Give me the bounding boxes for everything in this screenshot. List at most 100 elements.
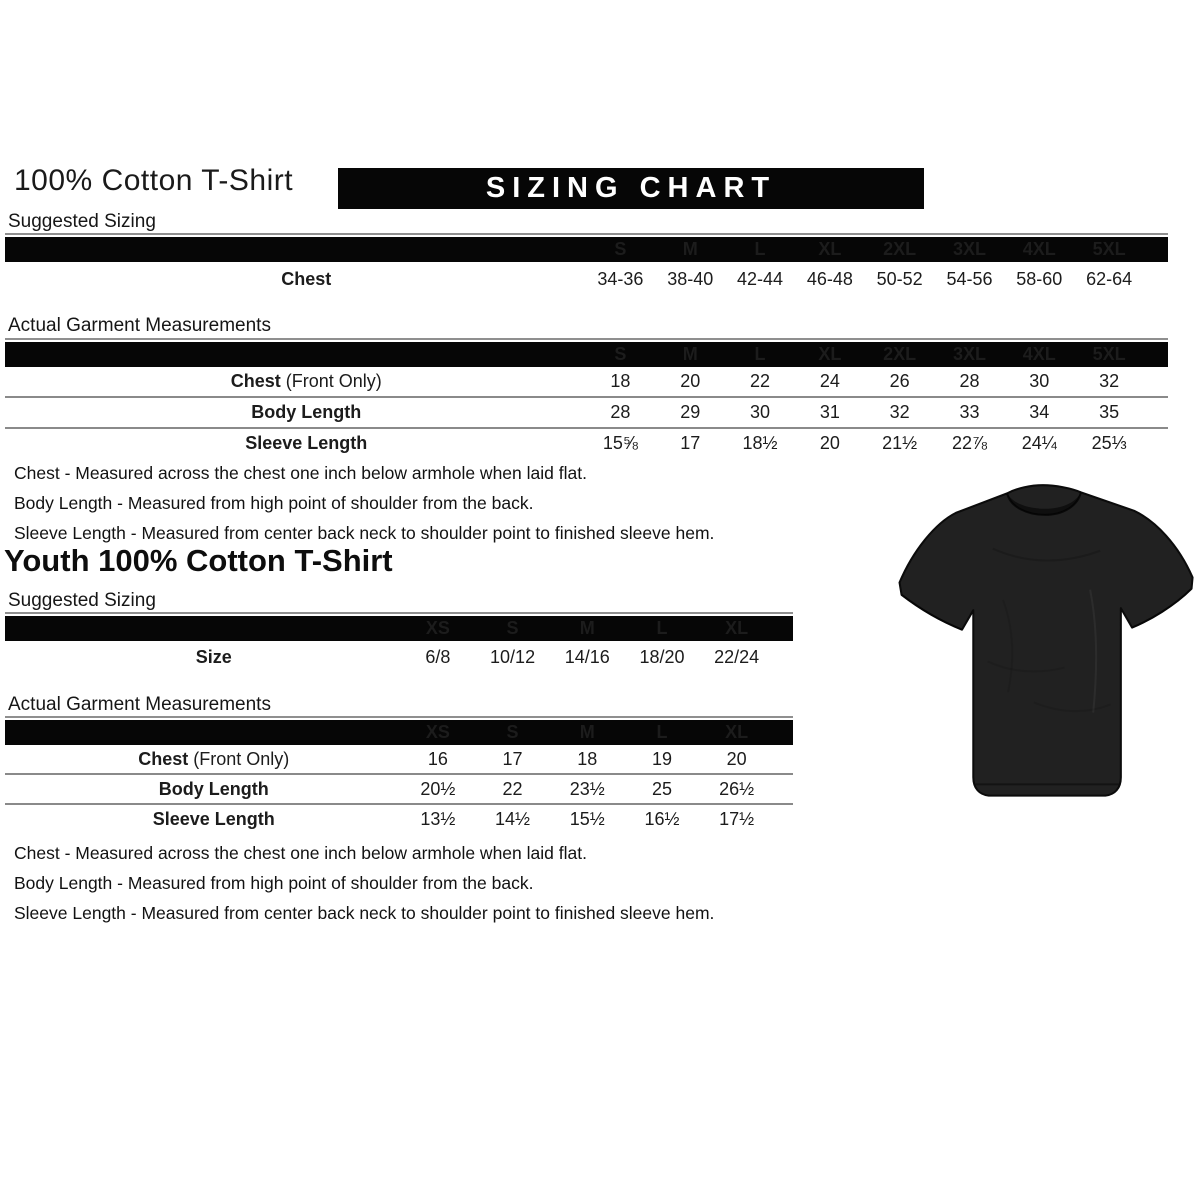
table-cell: 30 — [1029, 371, 1050, 391]
table-cell: 34 — [1029, 402, 1050, 422]
column-header: XS — [425, 618, 450, 638]
table-cell: 22 — [502, 778, 523, 799]
column-header: S — [614, 344, 627, 364]
table-cell: 24¼ — [1021, 433, 1057, 453]
table-row: Body Length 28 29 30 31 32 33 34 35 — [5, 398, 1168, 427]
youth-measurements-label: Actual Garment Measurements — [8, 694, 271, 715]
table-cell: 31 — [819, 402, 840, 422]
row-label: Body Length — [158, 778, 269, 799]
table-header-row: XS S M L XL — [5, 616, 793, 641]
table-cell: 22 — [750, 371, 771, 391]
row-label: Sleeve Length — [152, 808, 275, 829]
row-divider — [5, 427, 1168, 429]
table-row: Sleeve Length 15⅝ 17 18½ 20 21½ 22⅞ 24¼ 25⅓ — [5, 429, 1168, 458]
table-cell: 19 — [651, 748, 672, 769]
table-cell: 18/20 — [639, 646, 685, 667]
tshirt-image — [890, 477, 1198, 811]
note-line: Sleeve Length - Measured from center bac… — [14, 523, 715, 543]
table-cell: 32 — [889, 402, 910, 422]
adult-measurements-table: S M L XL 2XL 3XL 4XL 5XL Chest (Front Only) 18 2… — [5, 342, 1168, 458]
note-line: Chest - Measured across the chest one in… — [14, 843, 587, 863]
table-cell: 14½ — [495, 808, 531, 829]
column-header: 2XL — [883, 344, 917, 364]
column-header: L — [656, 618, 668, 638]
table-cell: 20 — [819, 433, 840, 453]
table-cell: 35 — [1099, 402, 1120, 422]
column-header: 5XL — [1092, 239, 1126, 259]
column-header: XL — [818, 344, 842, 364]
divider — [5, 233, 1168, 235]
divider — [5, 612, 793, 614]
table-cell: 34-36 — [597, 268, 644, 289]
column-header: S — [614, 239, 627, 259]
table-cell: 30 — [750, 402, 771, 422]
column-header: 5XL — [1092, 344, 1126, 364]
table-cell: 16½ — [644, 808, 680, 829]
adult-suggested-sizing-label: Suggested Sizing — [8, 211, 156, 232]
table-header-row: S M L XL 2XL 3XL 4XL 5XL — [5, 237, 1168, 262]
table-cell: 10/12 — [490, 646, 536, 667]
table-cell: 26½ — [719, 778, 755, 799]
youth-suggested-sizing-table: XS S M L XL Size 6/8 10/12 14/16 18/20 22/24 — [5, 616, 793, 671]
table-cell: 32 — [1099, 371, 1120, 391]
column-header: L — [656, 722, 668, 742]
column-header: M — [579, 618, 595, 638]
column-header: L — [754, 344, 766, 364]
youth-section-title: Youth 100% Cotton T-Shirt — [4, 543, 393, 578]
table-row: Size 6/8 10/12 14/16 18/20 22/24 — [5, 643, 793, 671]
youth-suggested-sizing-label: Suggested Sizing — [8, 590, 156, 611]
column-header: 4XL — [1022, 344, 1056, 364]
table-cell: 33 — [959, 402, 980, 422]
table-cell: 22⅞ — [951, 433, 987, 453]
table-cell: 20 — [680, 371, 701, 391]
table-cell: 54-56 — [946, 268, 993, 289]
table-cell: 46-48 — [806, 268, 853, 289]
table-cell: 17½ — [719, 808, 755, 829]
page-title: 100% Cotton T-Shirt — [14, 164, 294, 197]
column-header: 4XL — [1022, 239, 1056, 259]
column-header: S — [506, 722, 519, 742]
table-cell: 28 — [610, 402, 631, 422]
table-cell: 18 — [577, 748, 598, 769]
table-cell: 28 — [959, 371, 980, 391]
table-row: Chest (Front Only) 18 20 22 24 26 28 30 32 — [5, 367, 1168, 396]
note-line: Body Length - Measured from high point o… — [14, 493, 534, 513]
row-divider — [5, 803, 793, 805]
column-header: M — [579, 722, 595, 742]
table-cell: 24 — [819, 371, 840, 391]
table-cell: 16 — [427, 748, 448, 769]
table-cell: 38-40 — [667, 268, 714, 289]
table-cell: 15½ — [569, 808, 605, 829]
table-header-row: S M L XL 2XL 3XL 4XL 5XL — [5, 342, 1168, 367]
table-cell: 18 — [610, 371, 631, 391]
table-cell: 58-60 — [1016, 268, 1063, 289]
table-cell: 26 — [889, 371, 910, 391]
row-divider — [5, 773, 793, 775]
column-header: XL — [818, 239, 842, 259]
row-label: Chest — [281, 268, 332, 289]
youth-measurements-table: XS S M L XL Chest (Front Only) 16 17 18 19 20 Bo… — [5, 720, 793, 833]
column-header: 3XL — [952, 344, 986, 364]
table-cell: 50-52 — [876, 268, 923, 289]
table-cell: 20 — [726, 748, 747, 769]
table-cell: 6/8 — [425, 646, 451, 667]
table-cell: 18½ — [742, 433, 778, 453]
adult-measurement-notes: Chest - Measured across the chest one in… — [14, 458, 714, 548]
table-cell: 15⅝ — [602, 433, 638, 453]
column-header: XL — [725, 618, 749, 638]
table-row: Chest 34-36 38-40 42-44 46-48 50-52 54-56 58-6… — [5, 264, 1168, 294]
row-label: Size — [195, 646, 232, 667]
note-line: Body Length - Measured from high point o… — [14, 873, 534, 893]
column-header: M — [682, 344, 698, 364]
divider — [5, 716, 793, 718]
note-line: Chest - Measured across the chest one in… — [14, 463, 587, 483]
table-cell: 17 — [502, 748, 523, 769]
table-row: Chest (Front Only) 16 17 18 19 20 — [5, 745, 793, 773]
sizing-chart-banner: SIZING CHART — [338, 168, 924, 209]
table-cell: 23½ — [569, 778, 605, 799]
adult-measurements-label: Actual Garment Measurements — [8, 315, 271, 336]
table-cell: 29 — [680, 402, 701, 422]
table-cell: 20½ — [420, 778, 456, 799]
table-header-row: XS S M L XL — [5, 720, 793, 745]
table-cell: 21½ — [882, 433, 918, 453]
